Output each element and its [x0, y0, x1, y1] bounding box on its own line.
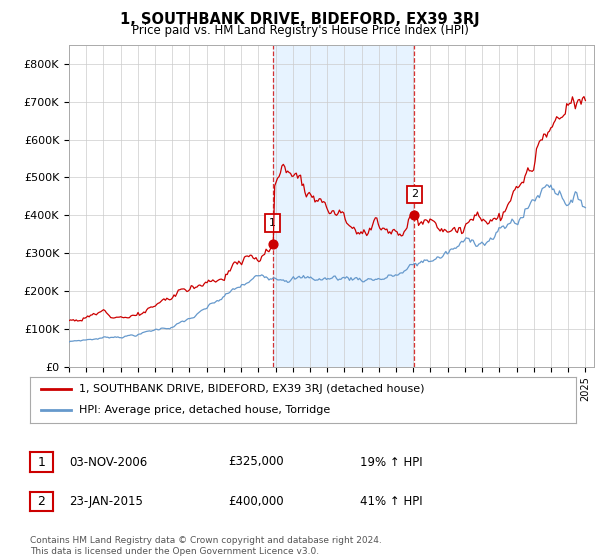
Text: £400,000: £400,000 [228, 494, 284, 508]
Text: £325,000: £325,000 [228, 455, 284, 469]
Text: HPI: Average price, detached house, Torridge: HPI: Average price, detached house, Torr… [79, 405, 331, 416]
Bar [273, 45, 414, 367]
Text: 1, SOUTHBANK DRIVE, BIDEFORD, EX39 3RJ: 1, SOUTHBANK DRIVE, BIDEFORD, EX39 3RJ [120, 12, 480, 27]
Text: 03-NOV-2006: 03-NOV-2006 [69, 455, 147, 469]
Point [268, 239, 278, 248]
Text: Price paid vs. HM Land Registry's House Price Index (HPI): Price paid vs. HM Land Registry's House … [131, 24, 469, 37]
Text: 23-JAN-2015: 23-JAN-2015 [69, 494, 143, 508]
Text: 1: 1 [37, 455, 46, 469]
Text: Contains HM Land Registry data © Crown copyright and database right 2024.
This d: Contains HM Land Registry data © Crown c… [30, 536, 382, 556]
Text: 19% ↑ HPI: 19% ↑ HPI [360, 455, 422, 469]
Text: 1: 1 [269, 218, 277, 228]
Text: 41% ↑ HPI: 41% ↑ HPI [360, 494, 422, 508]
Text: 2: 2 [37, 494, 46, 508]
Text: 1, SOUTHBANK DRIVE, BIDEFORD, EX39 3RJ (detached house): 1, SOUTHBANK DRIVE, BIDEFORD, EX39 3RJ (… [79, 384, 425, 394]
Point [409, 211, 419, 220]
Text: 2: 2 [411, 189, 418, 199]
